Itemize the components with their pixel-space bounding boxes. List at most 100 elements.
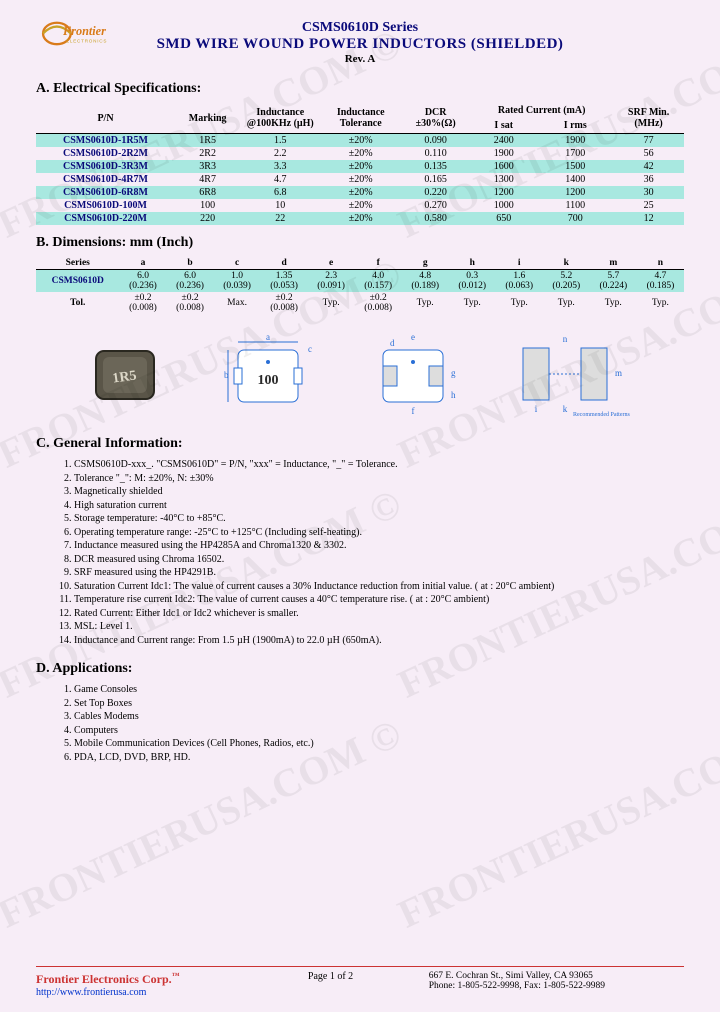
diagram-bottom-view: e d f g h [365,328,460,418]
dim-tol-cell: Typ. [308,292,355,314]
dim-cell: 5.2(0.205) [543,270,590,293]
svg-text:e: e [411,332,415,342]
col-tolerance: InductanceTolerance [320,103,401,134]
diagram-top-view: 100 a b c [220,328,315,418]
dim-tol-cell: Typ. [449,292,496,314]
svg-text:i: i [535,404,538,414]
list-item: Magnetically shielded [74,485,684,499]
table-row: CSMS0610D-220M22022±20%0.58065070012 [36,212,684,225]
list-item: Inductance measured using the HP4285A an… [74,539,684,553]
dim-col: i [496,257,543,270]
dim-cell: 6.0(0.236) [167,270,214,293]
svg-text:a: a [266,332,270,342]
dim-cell: 6.0(0.236) [119,270,166,293]
company-address: 667 E. Cochran St., Simi Valley, CA 9306… [429,971,593,981]
svg-text:d: d [390,338,395,348]
svg-text:g: g [451,368,456,378]
section-b-title: B. Dimensions: mm (Inch) [36,235,684,251]
section-d-title: D. Applications: [36,661,684,677]
table-row: CSMS0610D-3R3M3R33.3±20%0.1351600150042 [36,160,684,173]
list-item: PDA, LCD, DVD, BRP, HD. [74,751,684,765]
list-item: Temperature rise current Idc2: The value… [74,593,684,607]
dim-tol-cell: Typ. [543,292,590,314]
company-name: Frontier Electronics Corp.™ [36,972,180,986]
table-row: CSMS0610D-6R8M6R86.8±20%0.2201200120030 [36,186,684,199]
dim-col: a [119,257,166,270]
dim-tol-cell: Typ. [637,292,684,314]
dim-col: f [355,257,402,270]
svg-text:h: h [451,390,456,400]
col-inductance: Inductance@100KHz (µH) [240,103,320,134]
dimensions-table: Seriesabcdefghikmn CSMS0610D6.0(0.236)6.… [36,257,684,314]
diagram-row: 1R5 100 a b c e d f g h n m k i Recommen… [36,328,684,418]
dim-tol-cell: Tol. [36,292,119,314]
component-photo: 1R5 [81,333,171,413]
list-item: Game Consoles [74,683,684,697]
col-pn: P/N [36,103,175,134]
list-item: Tolerance "_": M: ±20%, N: ±30% [74,472,684,486]
page-footer: Frontier Electronics Corp.™ http://www.f… [36,966,684,998]
list-item: High saturation current [74,499,684,513]
svg-text:ELECTRONICS: ELECTRONICS [66,39,107,44]
col-srf: SRF Min.(MHz) [613,103,684,134]
company-phone: Phone: 1-805-522-9998, Fax: 1-805-522-99… [429,981,605,991]
col-marking: Marking [175,103,240,134]
svg-text:Recommended Patterns: Recommended Patterns [573,412,630,418]
dim-cell: 4.0(0.157) [355,270,402,293]
dim-tol-cell: ±0.2(0.008) [119,292,166,314]
dim-cell: 4.7(0.185) [637,270,684,293]
dim-tol-cell: Typ. [496,292,543,314]
list-item: CSMS0610D-xxx_. "CSMS0610D" = P/N, "xxx"… [74,458,684,472]
main-title: SMD WIRE WOUND POWER INDUCTORS (SHIELDED… [36,36,684,53]
dim-tol-cell: Max. [214,292,261,314]
dim-col: n [637,257,684,270]
col-rated: Rated Current (mA) [470,103,613,118]
svg-text:b: b [224,370,229,380]
dim-tol-cell: Typ. [590,292,637,314]
list-item: SRF measured using the HP4291B. [74,566,684,580]
dim-tol-cell: ±0.2(0.008) [167,292,214,314]
col-isat: I sat [470,118,537,134]
dim-col: k [543,257,590,270]
dim-tol-cell: Typ. [402,292,449,314]
company-logo: Frontier ELECTRONICS [40,18,132,52]
dim-cell: CSMS0610D [36,270,119,293]
list-item: Saturation Current Idc1: The value of cu… [74,580,684,594]
dim-col: Series [36,257,119,270]
dim-cell: 5.7(0.224) [590,270,637,293]
section-a-title: A. Electrical Specifications: [36,81,684,97]
table-row: CSMS0610D-100M10010±20%0.2701000110025 [36,199,684,212]
company-url[interactable]: http://www.frontierusa.com [36,987,146,998]
list-item: Set Top Boxes [74,697,684,711]
diagram-pad-pattern: n m k i Recommended Patterns [509,328,639,418]
dim-cell: 1.0(0.039) [214,270,261,293]
table-row: CSMS0610D-2R2M2R22.2±20%0.1101900170056 [36,147,684,160]
list-item: Computers [74,724,684,738]
list-item: Operating temperature range: -25°C to +1… [74,526,684,540]
dim-col: g [402,257,449,270]
list-item: Cables Modems [74,710,684,724]
svg-text:m: m [615,368,622,378]
svg-text:f: f [411,406,414,416]
col-irms: I rms [537,118,613,134]
spec-table: P/N Marking Inductance@100KHz (µH) Induc… [36,103,684,225]
list-item: Mobile Communication Devices (Cell Phone… [74,737,684,751]
svg-text:n: n [563,334,568,344]
applications-list: Game ConsolesSet Top BoxesCables ModemsC… [36,683,684,764]
dim-col: e [308,257,355,270]
dim-cell: 4.8(0.189) [402,270,449,293]
revision: Rev. A [36,53,684,65]
list-item: DCR measured using Chroma 16502. [74,553,684,567]
dim-col: h [449,257,496,270]
svg-text:k: k [563,404,568,414]
dim-cell: 2.3(0.091) [308,270,355,293]
list-item: Rated Current: Either Idc1 or Idc2 which… [74,607,684,621]
general-info-list: CSMS0610D-xxx_. "CSMS0610D" = P/N, "xxx"… [36,458,684,647]
list-item: MSL: Level 1. [74,620,684,634]
svg-text:Frontier: Frontier [62,24,106,38]
dim-cell: 0.3(0.012) [449,270,496,293]
table-row: CSMS0610D-4R7M4R74.7±20%0.1651300140036 [36,173,684,186]
svg-text:100: 100 [258,373,279,388]
dim-col: b [167,257,214,270]
dim-col: m [590,257,637,270]
